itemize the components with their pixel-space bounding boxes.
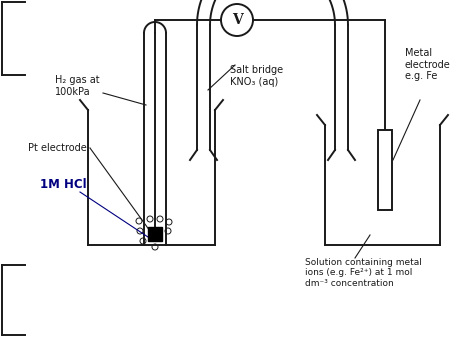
Polygon shape bbox=[148, 227, 162, 241]
Polygon shape bbox=[378, 130, 392, 210]
Text: Metal
electrode
e.g. Fe: Metal electrode e.g. Fe bbox=[405, 48, 451, 81]
Text: V: V bbox=[232, 13, 242, 27]
Text: Pt electrode: Pt electrode bbox=[28, 143, 87, 153]
Text: H₂ gas at
100kPa: H₂ gas at 100kPa bbox=[55, 75, 100, 97]
Text: 1M HCl: 1M HCl bbox=[40, 179, 87, 191]
Text: Salt bridge
KNO₃ (aq): Salt bridge KNO₃ (aq) bbox=[230, 65, 283, 87]
Text: Solution containing metal
ions (e.g. Fe²⁺) at 1 mol
dm⁻³ concentration: Solution containing metal ions (e.g. Fe²… bbox=[305, 258, 422, 288]
